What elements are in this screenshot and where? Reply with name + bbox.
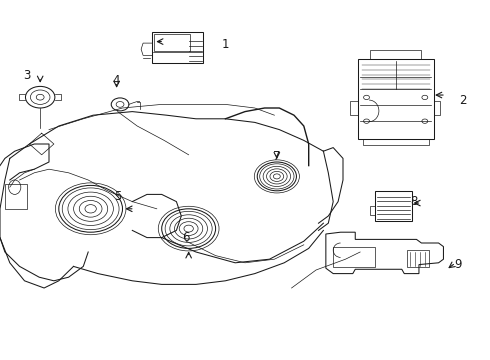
Bar xyxy=(407,250,429,267)
Bar xyxy=(363,139,429,145)
Text: 8: 8 xyxy=(410,195,418,208)
Bar xyxy=(152,32,203,63)
Bar xyxy=(375,191,412,221)
Text: 1: 1 xyxy=(221,39,229,51)
Bar xyxy=(154,33,190,51)
Text: 2: 2 xyxy=(459,94,467,107)
Text: 3: 3 xyxy=(23,69,31,82)
Bar xyxy=(333,247,375,267)
Bar xyxy=(370,206,375,215)
Text: 7: 7 xyxy=(273,150,281,163)
Bar xyxy=(358,59,434,139)
Text: 9: 9 xyxy=(454,258,462,271)
Bar xyxy=(5,184,27,209)
Bar xyxy=(434,100,440,115)
Text: 4: 4 xyxy=(113,75,121,87)
Text: 6: 6 xyxy=(182,231,190,244)
Text: 5: 5 xyxy=(114,190,122,203)
Bar xyxy=(350,100,358,115)
Bar xyxy=(370,50,421,59)
